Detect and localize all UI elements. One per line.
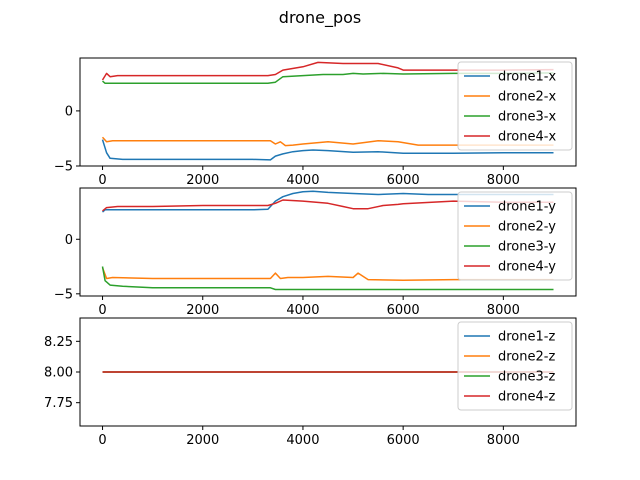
legend-label-drone4-y: drone4-y [498,260,556,275]
axes-frame [79,57,577,167]
y-tick-label: 7.75 [44,396,73,411]
x-tick-label: 0 [98,303,106,318]
x-tick-label: 6000 [387,173,420,188]
figure-title: drone_pos [279,8,361,28]
x-tick-label: 6000 [387,433,420,448]
legend-box [457,321,573,411]
x-tick-label: 6000 [387,303,420,318]
x-tick-label: 4000 [286,433,319,448]
y-tick-label: 8.25 [44,335,73,350]
subplots: 0 2000 4000 6000 8000−50drone1-xdrone2-xdron… [44,57,577,448]
y-tick-label: 0 [65,233,73,248]
legend-label-drone4-x: drone4-x [498,130,556,145]
legend-label-drone2-x: drone2-x [498,90,556,105]
legend: drone1-x drone2-x drone3-x drone4-x [457,61,573,151]
x-tick-label: 2000 [186,433,219,448]
series-group [101,61,554,161]
x-tick-label: 2000 [186,173,219,188]
axes-frame [79,187,577,297]
subplot-2: 0 2000 4000 6000 8000−50drone1-ydrone2-ydron… [54,187,577,318]
legend-label-drone1-y: drone1-y [498,200,556,215]
y-tick-label: −5 [54,287,73,302]
legend-label-drone1-z: drone1-z [498,330,555,345]
series-line-drone2-y [101,267,554,281]
legend: drone1-y drone2-y drone3-y drone4-y [457,191,573,281]
series-line-drone3-x [102,72,554,85]
series-group [101,190,554,291]
x-tick-label: 8000 [487,303,520,318]
subplot-1: 0 2000 4000 6000 8000−50drone1-xdrone2-xdron… [54,57,577,188]
legend-label-drone2-z: drone2-z [498,350,555,365]
series-line-drone4-y [102,199,554,212]
y-tick-label: 8.00 [44,366,73,381]
legend-label-drone1-x: drone1-x [498,70,556,85]
x-tick-label: 8000 [487,173,520,188]
x-tick-label: 8000 [487,433,520,448]
series-line-drone2-x [101,136,554,147]
series-line-drone4-x [101,61,554,81]
y-tick-label: 0 [65,104,73,119]
legend: drone1-z drone2-z drone3-z drone4-z [457,321,573,411]
legend-box [457,61,573,151]
series-line-drone1-x [101,139,554,161]
legend-label-drone2-y: drone2-y [498,220,556,235]
series-line-drone3-y [101,266,554,291]
legend-label-drone4-z: drone4-z [498,390,555,405]
x-tick-label: 2000 [186,303,219,318]
x-tick-label: 0 [98,433,106,448]
legend-label-drone3-x: drone3-x [498,110,556,125]
legend-box [457,191,573,281]
y-tick-label: −5 [54,160,73,175]
legend-label-drone3-y: drone3-y [498,240,556,255]
legend-label-drone3-z: drone3-z [498,370,555,385]
series-line-drone1-y [102,190,554,213]
x-tick-label: 4000 [286,303,319,318]
x-tick-label: 4000 [286,173,319,188]
x-tick-label: 0 [98,173,106,188]
